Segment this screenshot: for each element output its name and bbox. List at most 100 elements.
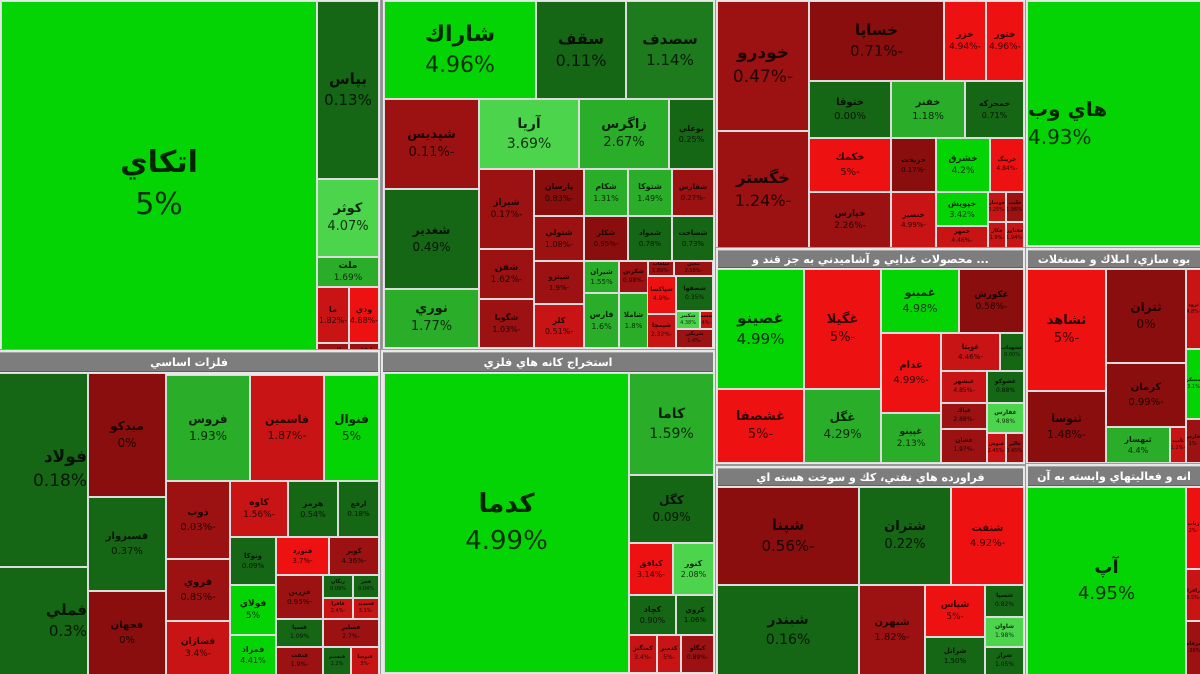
treemap-cell[interactable]: خزر -4.94% [945,2,985,80]
treemap-cell[interactable]: ارفع 0.18% [339,482,378,536]
treemap-cell[interactable]: خساپا -0.71% [810,2,943,80]
treemap-cell[interactable]: غمينو 4.98% [882,270,958,332]
treemap-cell[interactable]: شغدير 0.49% [385,190,478,288]
treemap-cell[interactable]: شتران 0.22% [860,488,950,584]
treemap-cell[interactable]: ميدكو 0% [89,374,165,496]
treemap-cell[interactable]: ودي -4.88% [350,288,378,342]
treemap-cell[interactable]: فسديد -3.1% [354,599,378,618]
treemap-cell[interactable]: فولاي 5% [231,586,275,634]
treemap-cell[interactable]: رتاپ -2% [1187,488,1200,568]
treemap-cell[interactable]: ختوقا 0.00% [810,82,890,137]
treemap-cell[interactable]: كروي 1.06% [677,596,713,634]
treemap-cell[interactable]: شبندر 0.16% [718,586,858,674]
treemap-cell[interactable]: شفارس -0.27% [673,170,713,215]
treemap-cell[interactable]: ثرود-4.8% [1187,270,1200,348]
treemap-cell[interactable]: كوثر 4.07% [318,180,378,256]
treemap-cell[interactable]: پارسان -0.83% [535,170,583,215]
treemap-cell[interactable]: غصينو 4.99% [718,270,803,388]
treemap-cell[interactable]: شرنگي -1.4% [677,330,712,347]
treemap-cell[interactable]: غدام -4.99% [882,334,940,412]
treemap-cell[interactable]: شپنا -0.56% [718,488,858,584]
treemap-cell[interactable]: ثمسكن3.1% [1187,350,1200,418]
treemap-cell[interactable]: فمراد 4.41% [231,636,275,674]
treemap-cell[interactable]: خمهر -4.46% [937,227,987,247]
treemap-cell[interactable]: رافزا-3.5% [1187,570,1200,620]
treemap-cell[interactable]: شپديس -0.11% [385,100,478,188]
treemap-cell[interactable]: خوساز-0.25% [989,193,1005,221]
treemap-cell[interactable]: غشصفا -5% [718,390,803,462]
treemap-cell[interactable]: فزرين -0.95% [277,576,322,618]
treemap-cell[interactable]: خنصير -4.99% [892,193,935,247]
treemap-cell[interactable]: ملت 1.69% [318,258,378,286]
treemap-cell[interactable]: ختور -4.96% [987,2,1023,80]
treemap-cell[interactable]: ثنوسا -1.48% [1028,392,1105,462]
treemap-cell[interactable]: شپاكسا -4.9% [648,277,675,313]
treemap-cell[interactable]: فبستم 1.2% [324,648,350,674]
treemap-cell[interactable]: آريا 3.69% [480,100,578,168]
treemap-cell[interactable]: بوعلي 0.25% [670,100,713,168]
treemap-cell[interactable]: غالبر-0.45% [1007,434,1023,462]
treemap-cell[interactable]: خرينگ -4.84% [991,139,1023,191]
treemap-cell[interactable]: شكام 1.31% [585,170,627,215]
treemap-cell[interactable]: سقف 0.11% [537,2,625,98]
treemap-cell[interactable]: شبهرن -1.82% [860,586,924,674]
treemap-cell[interactable]: شپاس -5% [926,586,984,636]
treemap-cell[interactable]: فملي 0.3% [0,568,87,674]
treemap-cell[interactable]: كوير -4.36% [330,538,378,574]
treemap-cell[interactable]: شپترو -1.9% [535,262,583,303]
treemap-cell[interactable]: كلر -0.51% [535,305,583,347]
treemap-cell[interactable]: شسپا 0.82% [986,586,1023,616]
treemap-cell[interactable]: اتكاي 5% [2,2,316,366]
treemap-cell[interactable]: غشهداب 0.00% [1001,334,1023,370]
treemap-cell[interactable]: غكورش -0.58% [960,270,1023,332]
treemap-cell[interactable]: شكربن -0.98% [620,262,647,292]
treemap-cell[interactable]: ثاميد-1.2% [1171,428,1185,462]
treemap-cell[interactable]: فنفت -1.9% [277,648,322,674]
treemap-cell[interactable]: غگيلا -5% [805,270,880,388]
treemap-cell[interactable]: شتوكا 1.49% [629,170,671,215]
treemap-cell[interactable]: آپ 4.95% [1028,488,1185,674]
treemap-cell[interactable]: خكمك -5% [810,139,890,191]
treemap-cell[interactable]: كبافق -3.14% [630,544,672,594]
treemap-cell[interactable]: كبگلو -0.89% [682,636,713,672]
treemap-cell[interactable]: شراز 1.05% [986,648,1023,674]
treemap-cell[interactable]: فتوسا -3% [352,648,378,674]
treemap-cell[interactable]: شگويا -1.03% [480,300,533,347]
treemap-cell[interactable]: كدما 4.99% [385,374,628,672]
treemap-cell[interactable]: شرانل 1.50% [926,638,984,674]
treemap-cell[interactable]: شيران 1.55% [585,262,618,292]
treemap-cell[interactable]: مرقام-4.36% [1187,622,1200,674]
treemap-cell[interactable]: خمحركه 0.71% [966,82,1023,137]
treemap-cell[interactable]: شسم -4% [701,312,712,328]
treemap-cell[interactable]: فاسمين -1.87% [251,376,323,480]
treemap-cell[interactable]: فسلير -2.7% [324,620,378,646]
treemap-cell[interactable]: خپويش 3.42% [937,193,987,225]
treemap-cell[interactable]: وتوكا 0.09% [231,538,275,584]
treemap-cell[interactable]: ثتران 0% [1107,270,1185,362]
treemap-cell[interactable]: شكبير 4.38% [677,312,699,328]
treemap-cell[interactable]: شتولي -1.08% [535,217,583,260]
treemap-cell[interactable]: هرمز 0.54% [289,482,337,536]
treemap-cell[interactable]: سصدف 1.14% [627,2,713,98]
treemap-cell[interactable]: شصفها 0.35% [677,277,712,310]
treemap-cell[interactable]: شيراز -0.17% [480,170,533,248]
treemap-cell[interactable]: هاي وب 4.93% [1028,2,1200,245]
treemap-cell[interactable]: فافزا -2.4% [324,599,352,618]
treemap-cell[interactable]: ثفارس-1% [1187,420,1200,462]
treemap-cell[interactable]: خگستر -1.24% [718,132,808,247]
treemap-cell[interactable]: فسپا 1.09% [277,620,322,646]
treemap-cell[interactable]: فجر 0.04% [354,576,378,597]
treemap-cell[interactable]: غشوكو 0.88% [988,372,1023,402]
treemap-cell[interactable]: شفن -1.62% [480,250,533,298]
treemap-cell[interactable]: كمنگنز -3.4% [630,636,656,672]
treemap-cell[interactable]: ذوب -0.03% [167,482,229,558]
treemap-cell[interactable]: غنوش-2.45% [988,434,1005,462]
treemap-cell[interactable]: شكلر -0.95% [585,217,627,260]
treemap-cell[interactable]: ما -1.82% [318,288,348,342]
treemap-cell[interactable]: كاما 1.59% [630,374,713,474]
treemap-cell[interactable]: خفنر 1.18% [892,82,964,137]
treemap-cell[interactable]: فروي -0.85% [167,560,229,620]
treemap-cell[interactable]: كرمان -0.99% [1107,364,1185,426]
treemap-cell[interactable]: خريخت -0.17% [892,139,935,191]
treemap-cell[interactable]: زنگان 0.09% [324,576,352,597]
